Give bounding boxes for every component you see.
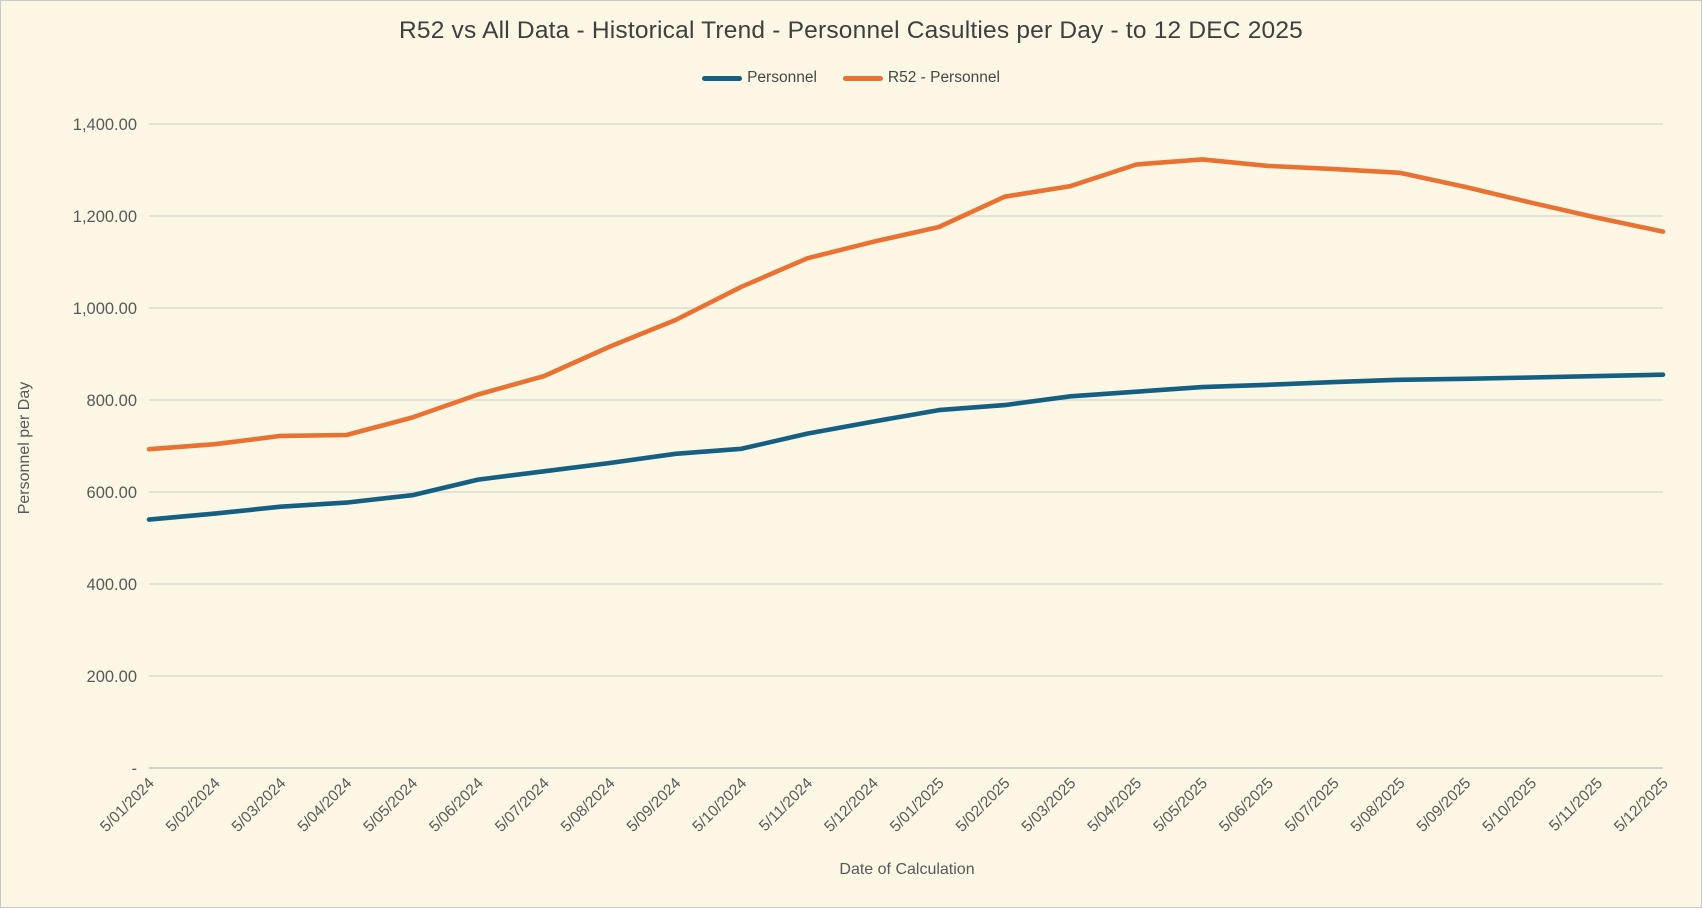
y-tick-label: 1,200.00 (73, 208, 137, 226)
x-tick-label: 5/06/2025 (1216, 775, 1277, 836)
legend-swatch-personnel (702, 75, 743, 81)
y-tick-label: 200.00 (87, 668, 137, 686)
legend-swatch-r52-personnel (842, 75, 883, 81)
x-tick-label: 5/10/2024 (689, 775, 750, 836)
x-tick-label: 5/12/2024 (821, 775, 882, 836)
series-line-personnel (146, 372, 1666, 522)
x-tick-label: 5/11/2025 (1546, 775, 1606, 835)
x-tick-label: 5/12/2025 (1611, 775, 1672, 836)
y-tick-label: 600.00 (87, 484, 137, 502)
x-tick-label: 5/02/2025 (953, 775, 1014, 836)
x-tick-label: 5/05/2024 (360, 775, 421, 836)
x-tick-label: 5/08/2025 (1348, 775, 1409, 836)
x-tick-label: 5/08/2024 (558, 775, 619, 836)
x-tick-label: 5/05/2025 (1150, 775, 1211, 836)
legend-item-personnel: Personnel (702, 69, 817, 87)
y-tick-label: 800.00 (87, 392, 137, 410)
chart-legend: Personnel R52 - Personnel (1, 69, 1701, 87)
x-tick-label: 5/04/2025 (1084, 775, 1145, 836)
series-line-r52-personnel (146, 157, 1666, 452)
y-tick-label: 400.00 (87, 576, 137, 594)
y-tick-label: 1,400.00 (73, 116, 137, 134)
x-tick-label: 5/07/2025 (1282, 775, 1343, 836)
x-tick-label: 5/06/2024 (426, 775, 487, 836)
x-tick-label: 5/09/2024 (624, 775, 685, 836)
x-tick-label: 5/03/2024 (229, 775, 290, 836)
x-tick-label: 5/10/2025 (1479, 775, 1540, 836)
x-tick-label: 5/03/2025 (1019, 775, 1080, 836)
y-tick-label: - (132, 760, 138, 778)
x-tick-label: 5/07/2024 (492, 775, 553, 836)
x-tick-label: 5/01/2025 (887, 775, 948, 836)
y-tick-label: 1,000.00 (73, 300, 137, 318)
x-tick-label: 5/02/2024 (163, 775, 224, 836)
x-tick-label: 5/04/2024 (295, 775, 356, 836)
legend-label-personnel: Personnel (747, 69, 817, 86)
x-tick-label: 5/01/2024 (97, 775, 158, 836)
x-tick-label: 5/11/2024 (756, 775, 816, 835)
x-axis-title: Date of Calculation (839, 861, 975, 878)
legend-label-r52-personnel: R52 - Personnel (887, 69, 1000, 86)
chart-title: R52 vs All Data - Historical Trend - Per… (398, 17, 1304, 44)
legend-item-r52-personnel: R52 - Personnel (842, 69, 1000, 87)
x-tick-label: 5/09/2025 (1414, 775, 1475, 836)
